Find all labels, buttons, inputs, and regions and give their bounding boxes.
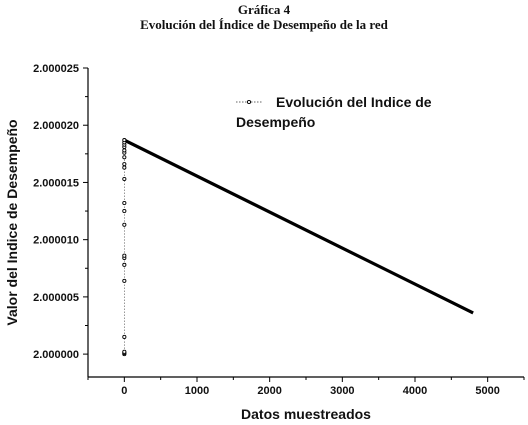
- y-tick-label: 2.000015: [33, 177, 79, 189]
- figure-title: Evolución del Índice de Desempeño de la …: [140, 17, 388, 32]
- legend-label-line2: Desempeño: [236, 114, 315, 130]
- x-tick-label: 2000: [257, 385, 281, 397]
- series-layer: [122, 138, 474, 357]
- legend-label-line1: Evolución del Indice de: [276, 94, 432, 110]
- legend-marker: [246, 99, 252, 105]
- y-tick-label: 2.000005: [33, 292, 79, 304]
- series-point: [122, 209, 127, 214]
- ticks: 0 1000 2000 3000 4000 5000 2.000000 2.000005 2.0…: [33, 63, 525, 397]
- figure-number: Gráfica 4: [237, 2, 291, 17]
- x-tick-label: 5000: [475, 385, 499, 397]
- series-point: [122, 148, 127, 153]
- y-axis-label: Valor del Indice de Desempeño: [4, 119, 20, 325]
- series-point: [122, 262, 127, 267]
- series-point: [122, 200, 127, 206]
- y-tick-label: 2.000025: [33, 63, 79, 75]
- series-point: [122, 138, 127, 143]
- y-tick-label: 2.000000: [33, 349, 79, 361]
- series-point: [122, 349, 127, 354]
- y-tick-label: 2.000010: [33, 235, 79, 247]
- x-tick-label: 4000: [403, 385, 427, 397]
- legend: Evolución del Indice de Desempeño: [236, 94, 432, 130]
- series-point: [122, 334, 127, 339]
- x-tick-label: 0: [121, 385, 127, 397]
- x-tick-label: 3000: [330, 385, 354, 397]
- series-point: [122, 165, 127, 170]
- x-axis-label: Datos muestreados: [241, 406, 371, 422]
- series-point: [122, 162, 127, 167]
- series-point: [122, 278, 127, 283]
- series-point: [122, 222, 127, 227]
- y-tick-label: 2.000020: [33, 120, 79, 132]
- series-point: [122, 155, 127, 160]
- series-line: [123, 138, 474, 315]
- x-tick-label: 1000: [185, 385, 209, 397]
- series-point: [122, 253, 127, 258]
- series-point: [122, 176, 127, 182]
